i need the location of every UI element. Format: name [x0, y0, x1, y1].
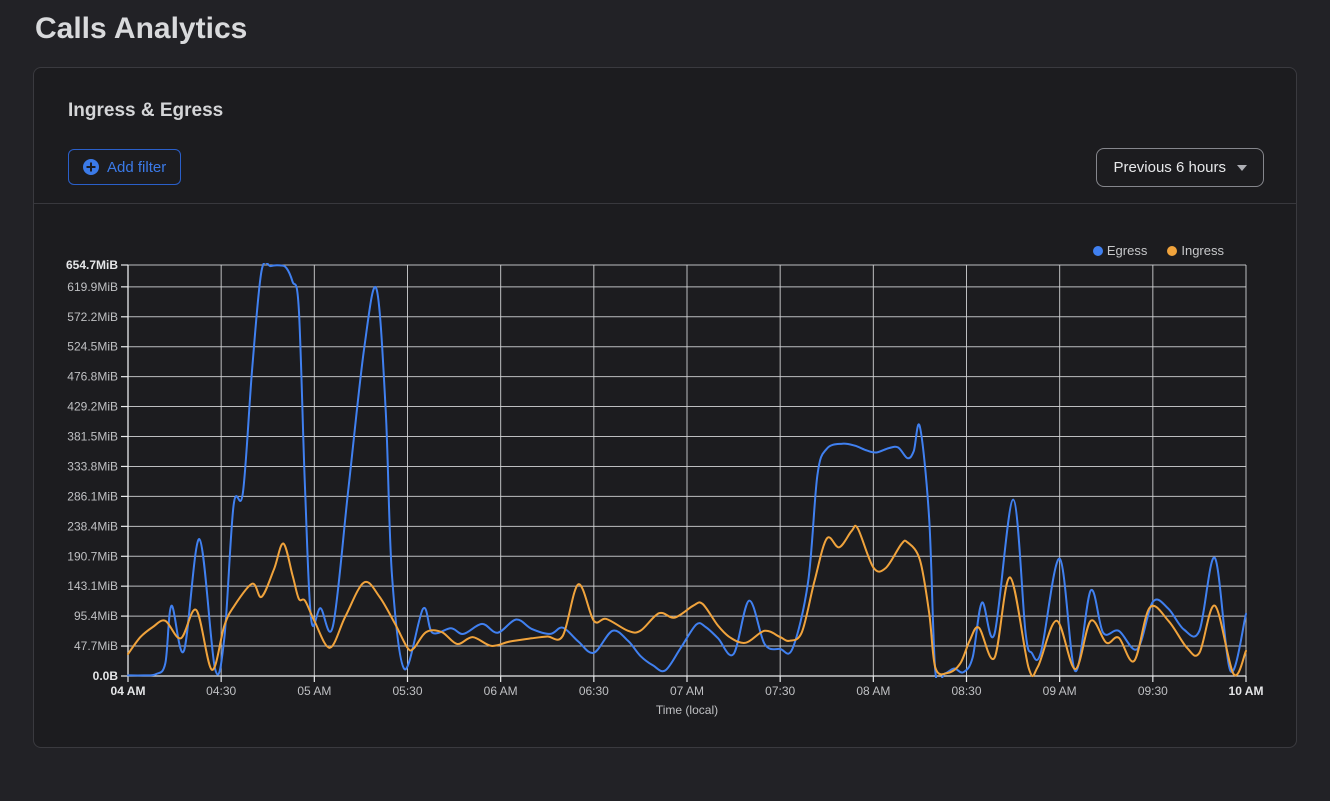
svg-text:07 AM: 07 AM: [670, 684, 704, 698]
svg-text:06:30: 06:30: [579, 684, 609, 698]
plus-circle-icon: [83, 159, 99, 175]
svg-text:05:30: 05:30: [392, 684, 422, 698]
svg-text:10 AM: 10 AM: [1229, 684, 1264, 698]
svg-text:04 AM: 04 AM: [111, 684, 146, 698]
svg-text:619.9MiB: 619.9MiB: [67, 280, 118, 294]
legend-label: Ingress: [1181, 243, 1224, 258]
panel-divider: [34, 203, 1296, 204]
svg-text:238.4MiB: 238.4MiB: [67, 519, 118, 533]
svg-text:476.8MiB: 476.8MiB: [67, 370, 118, 384]
svg-text:Time (local): Time (local): [656, 703, 718, 717]
page-title: Calls Analytics: [35, 12, 248, 45]
egress-color-dot: [1092, 245, 1103, 256]
chevron-down-icon: [1237, 164, 1247, 171]
svg-text:524.5MiB: 524.5MiB: [67, 340, 118, 354]
series-ingress-line: [127, 524, 1247, 678]
line-chart: 0.0B 47.7MiB 95.4MiB 143.1MiB 190.7MiB 238.4M…: [66, 258, 1264, 717]
legend-item-ingress[interactable]: Ingress: [1167, 243, 1224, 258]
svg-text:08 AM: 08 AM: [856, 684, 890, 698]
svg-text:08:30: 08:30: [951, 684, 981, 698]
chart-area[interactable]: Egress Ingress 0.0B 47.7MiB 95.4MiB 143.1MiB…: [34, 203, 1296, 747]
svg-text:05 AM: 05 AM: [297, 684, 331, 698]
svg-text:654.7MiB: 654.7MiB: [66, 258, 118, 272]
svg-text:429.2MiB: 429.2MiB: [67, 400, 118, 414]
svg-text:07:30: 07:30: [765, 684, 795, 698]
svg-text:04:30: 04:30: [206, 684, 236, 698]
legend-item-egress[interactable]: Egress: [1092, 243, 1148, 258]
panel-card: Ingress & Egress Add filter Previous 6 h…: [33, 67, 1297, 748]
add-filter-button[interactable]: Add filter: [68, 149, 182, 185]
svg-text:09 AM: 09 AM: [1043, 684, 1077, 698]
svg-text:143.1MiB: 143.1MiB: [67, 579, 118, 593]
add-filter-label: Add filter: [107, 158, 167, 176]
panel-title: Ingress & Egress: [68, 100, 224, 121]
time-range-dropdown[interactable]: Previous 6 hours: [1096, 148, 1264, 187]
legend-label: Egress: [1106, 243, 1148, 258]
svg-text:286.1MiB: 286.1MiB: [67, 489, 118, 503]
ingress-color-dot: [1167, 245, 1178, 256]
svg-text:0.0B: 0.0B: [93, 669, 119, 683]
svg-text:572.2MiB: 572.2MiB: [67, 310, 118, 324]
time-range-label: Previous 6 hours: [1113, 159, 1226, 176]
chart-legend: Egress Ingress: [1092, 243, 1224, 258]
svg-text:381.5MiB: 381.5MiB: [67, 430, 118, 444]
svg-text:09:30: 09:30: [1138, 684, 1168, 698]
svg-text:333.8MiB: 333.8MiB: [67, 459, 118, 473]
svg-text:06 AM: 06 AM: [484, 684, 518, 698]
svg-text:190.7MiB: 190.7MiB: [67, 549, 118, 563]
svg-text:47.7MiB: 47.7MiB: [74, 639, 118, 653]
svg-text:95.4MiB: 95.4MiB: [74, 609, 118, 623]
series-egress-line: [127, 263, 1247, 678]
